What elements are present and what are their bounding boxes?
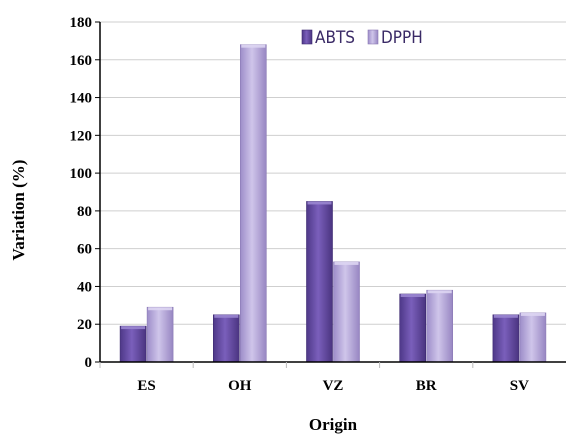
x-axis-title: Origin <box>309 415 358 434</box>
x-tick-label: ES <box>137 378 155 394</box>
bar-cap-abts-vz <box>307 201 332 205</box>
bar-cap-abts-oh <box>214 314 239 318</box>
bar-cap-dpph-es <box>148 307 173 311</box>
bar-cap-abts-sv <box>493 314 518 318</box>
bar-abts-vz <box>306 201 333 363</box>
legend-label-abts: ABTS <box>315 28 355 48</box>
y-tick-label: 0 <box>85 355 93 371</box>
bar-abts-sv <box>492 314 520 363</box>
legend-label-dpph: DPPH <box>381 28 423 48</box>
bar-dpph-sv <box>519 312 547 363</box>
y-tick-label: 20 <box>77 317 92 333</box>
bar-cap-dpph-oh <box>241 44 266 48</box>
y-axis-title: Variation (%) <box>9 160 28 261</box>
legend-swatch-dpph <box>367 29 379 45</box>
bar-cap-dpph-vz <box>334 261 359 265</box>
x-tick-label: BR <box>416 378 437 394</box>
y-tick-label: 60 <box>77 242 92 258</box>
y-tick-label: 120 <box>70 128 93 144</box>
y-tick-label: 40 <box>77 279 92 295</box>
bar-dpph-br <box>426 289 454 363</box>
axes <box>95 21 566 368</box>
legend-background <box>296 23 438 51</box>
bar-cap-abts-br <box>400 294 425 297</box>
y-tick-label: 80 <box>77 204 92 220</box>
gridlines <box>100 21 566 325</box>
bar-abts-es <box>119 325 147 363</box>
x-tick-label: OH <box>228 378 252 394</box>
x-tick-label: SV <box>510 378 529 394</box>
x-tick-labels: ES OH VZ BR SV <box>137 378 529 394</box>
y-tick-label: 140 <box>70 91 93 107</box>
bar-cap-dpph-sv <box>520 312 545 316</box>
legend: ABTS DPPH <box>296 23 438 51</box>
bar-abts-oh <box>213 314 240 363</box>
bar-dpph-es <box>146 306 174 363</box>
bars <box>119 44 547 363</box>
bar-abts-br <box>399 293 427 363</box>
y-tick-label: 160 <box>70 53 93 69</box>
y-tick-label: 100 <box>70 166 93 182</box>
bar-cap-abts-es <box>121 326 146 330</box>
x-tick-label: VZ <box>323 378 344 394</box>
bar-cap-dpph-br <box>427 290 452 294</box>
y-tick-labels: 0 20 40 60 80 100 120 140 160 180 <box>70 15 93 371</box>
bar-dpph-vz <box>333 261 360 363</box>
y-tick-label: 180 <box>70 15 93 31</box>
legend-swatch-abts <box>301 29 313 45</box>
bar-dpph-oh <box>240 44 267 363</box>
